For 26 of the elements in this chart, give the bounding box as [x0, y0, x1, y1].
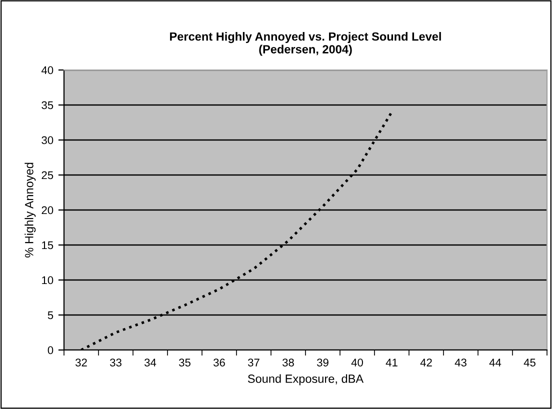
x-tick-label: 36 — [213, 358, 225, 366]
x-tick-label: 34 — [144, 358, 156, 366]
y-tick-label: 30 — [42, 136, 54, 144]
y-tick-label: 0 — [48, 346, 54, 354]
y-tick-label: 40 — [41, 66, 54, 74]
y-tick-label: 35 — [42, 101, 54, 110]
x-tick-label: 35 — [178, 358, 190, 366]
x-tick-label: 39 — [316, 358, 328, 366]
y-tick-label: 15 — [42, 241, 54, 250]
y-tick-label: 10 — [42, 276, 54, 284]
y-tick-label: 5 — [48, 311, 54, 320]
x-tick-label: 45 — [524, 358, 536, 366]
x-tick-label: 41 — [386, 358, 398, 366]
y-tick-label: 20 — [42, 206, 54, 214]
x-tick-label: 40 — [351, 358, 363, 366]
x-tick-label: 32 — [75, 358, 87, 366]
x-tick-label: 33 — [110, 358, 122, 366]
y-axis-title: % Highly Annoyed — [24, 162, 36, 258]
x-tick-label: 37 — [248, 358, 260, 366]
chart-title: Percent Highly Annoyed vs. Project Sound Level (Pedersen, 2004) — [170, 32, 441, 56]
x-tick-label: 43 — [454, 358, 466, 366]
x-tick-label: 42 — [420, 358, 432, 366]
y-tick-label: 25 — [42, 171, 54, 180]
x-axis-title: Sound Exposure, dBA — [248, 374, 364, 386]
x-tick-label: 38 — [282, 358, 294, 366]
x-tick-label: 44 — [489, 358, 502, 366]
